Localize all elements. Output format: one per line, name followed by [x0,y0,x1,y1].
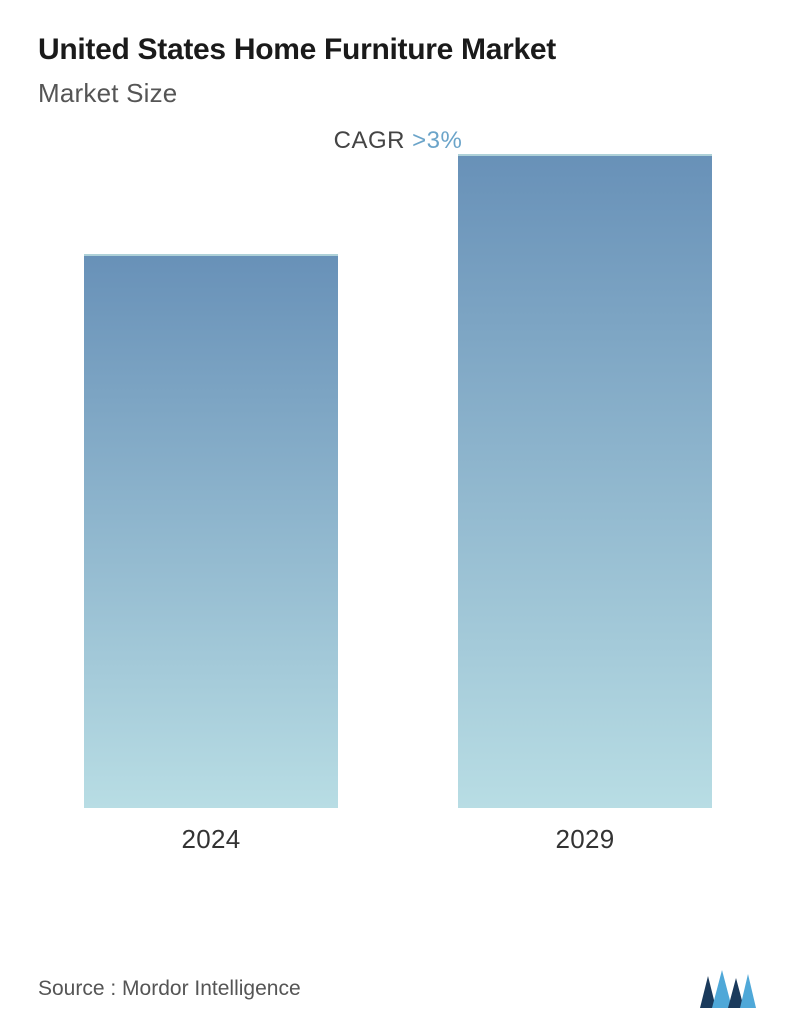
bar [84,254,338,808]
cagr-label: CAGR [334,127,413,154]
bar-group: 2029 [458,154,712,855]
bar-category-label: 2029 [555,824,614,855]
bar-category-label: 2024 [181,824,240,855]
cagr-value: 3% [427,127,463,154]
chart-title: United States Home Furniture Market [38,32,758,68]
chart-plot-area: 2024 2029 [38,185,758,911]
chart-footer: Source : Mordor Intelligence [38,968,758,1010]
cagr-row: CAGR >3% [38,127,758,155]
bar-group: 2024 [84,254,338,855]
chart-subtitle: Market Size [38,78,758,109]
bar [458,154,712,808]
publisher-logo-icon [698,968,758,1010]
cagr-operator: > [412,127,427,154]
source-attribution: Source : Mordor Intelligence [38,977,301,1001]
